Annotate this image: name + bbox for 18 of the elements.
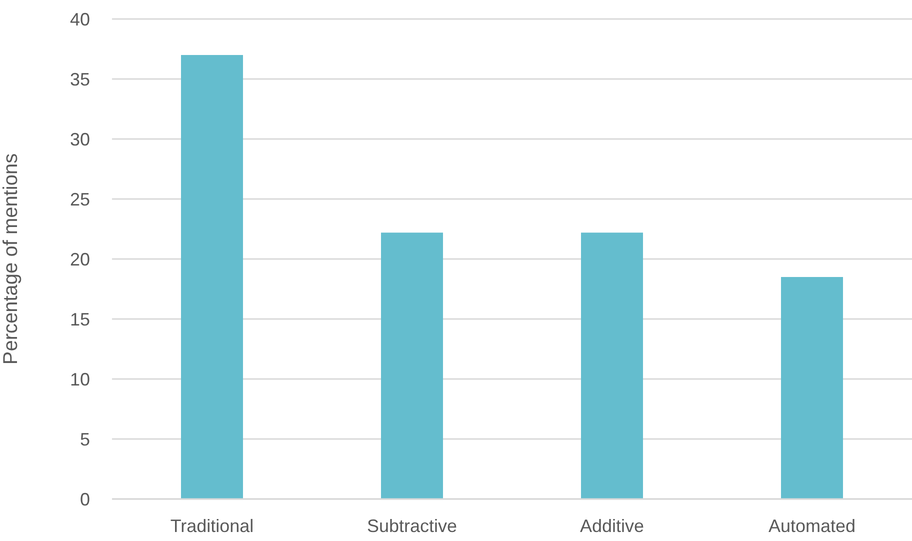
bar	[781, 277, 843, 499]
y-tick-label: 10	[70, 369, 90, 390]
y-tick-label: 35	[70, 69, 90, 90]
x-tick-label: Additive	[580, 516, 644, 536]
bar	[581, 232, 643, 499]
y-tick-label: 5	[80, 429, 90, 450]
y-tick-label: 30	[70, 129, 90, 150]
x-tick-label: Automated	[768, 516, 856, 536]
y-tick-label: 20	[70, 249, 90, 270]
y-tick-label: 25	[70, 189, 90, 210]
bar	[181, 55, 243, 499]
y-tick-label: 0	[80, 489, 90, 510]
y-tick-label: 40	[70, 9, 90, 30]
x-tick-label: Subtractive	[366, 516, 458, 536]
x-tick-label: Traditional	[170, 516, 254, 536]
bar	[381, 232, 443, 499]
y-axis-title: Percentage of mentions	[0, 153, 22, 365]
y-tick-label: 15	[70, 309, 90, 330]
